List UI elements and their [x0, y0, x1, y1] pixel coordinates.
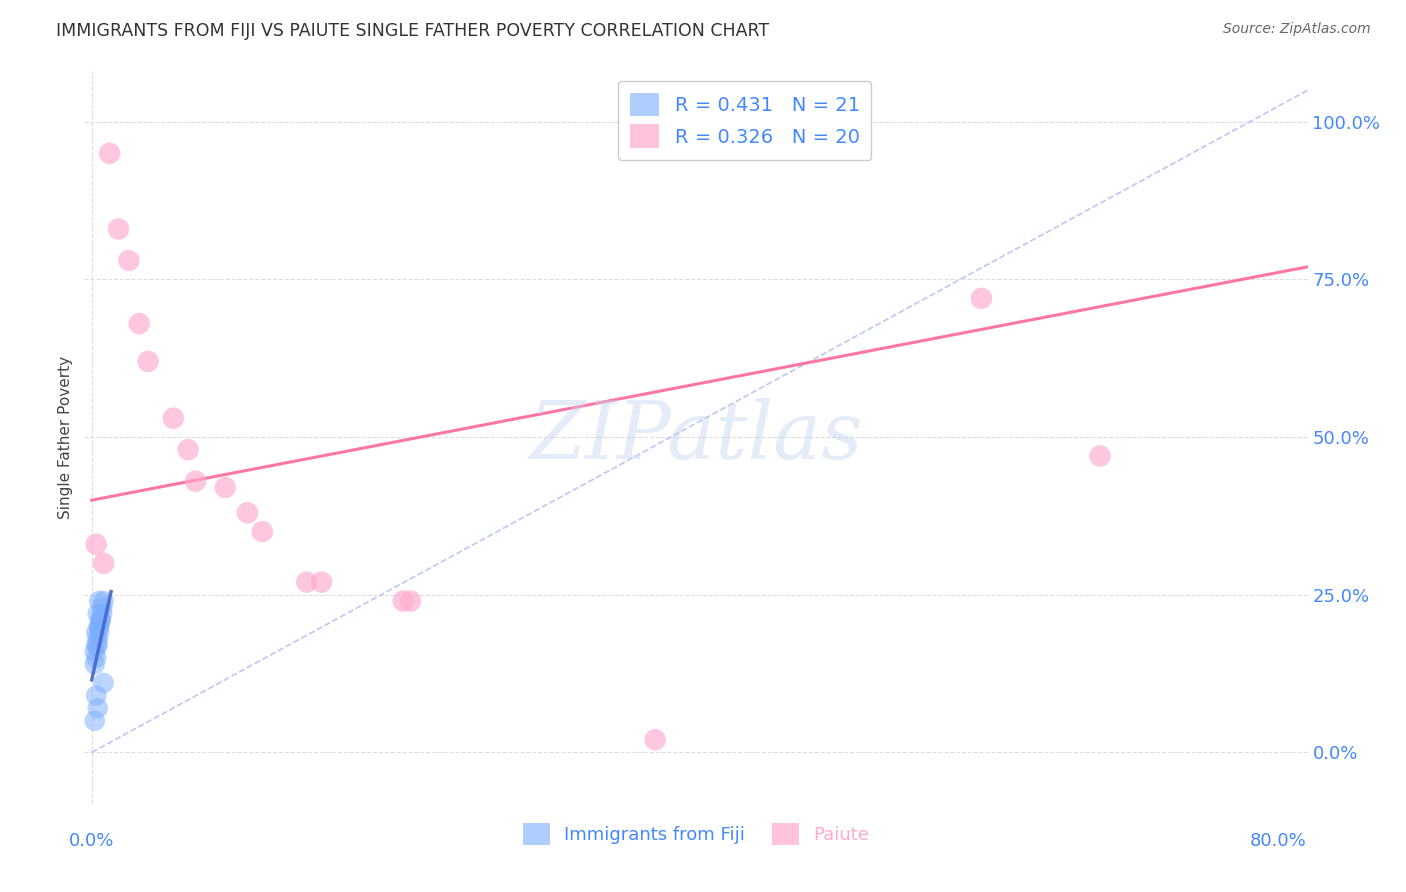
Point [295, 575, 318, 590]
Point [84, 689, 107, 703]
Point [214, 481, 236, 495]
Point [136, 354, 159, 368]
Point [311, 575, 333, 590]
Point [93, 556, 115, 570]
Point [399, 594, 422, 608]
Point [89, 594, 111, 608]
Point [89, 625, 111, 640]
Point [1088, 449, 1111, 463]
Point [86, 632, 108, 646]
Point [84, 625, 107, 640]
Point [90, 613, 112, 627]
Point [83, 657, 105, 671]
Point [86, 638, 108, 652]
Point [392, 594, 415, 608]
Point [252, 524, 274, 539]
Point [90, 613, 112, 627]
Point [118, 253, 141, 268]
Point [93, 594, 115, 608]
Point [89, 619, 111, 633]
Point [83, 714, 105, 728]
Point [89, 619, 111, 633]
Point [970, 291, 993, 305]
Point [107, 222, 129, 236]
Point [177, 442, 200, 457]
Point [236, 506, 259, 520]
Point [184, 474, 207, 488]
Point [98, 146, 121, 161]
Y-axis label: Single Father Poverty: Single Father Poverty [58, 356, 73, 518]
Legend: Immigrants from Fiji, Paiute: Immigrants from Fiji, Paiute [516, 816, 876, 852]
Text: ZIPatlas: ZIPatlas [529, 399, 863, 475]
Point [84, 537, 107, 551]
Text: 80.0%: 80.0% [1250, 832, 1306, 850]
Point [84, 638, 107, 652]
Point [91, 607, 114, 621]
Text: IMMIGRANTS FROM FIJI VS PAIUTE SINGLE FATHER POVERTY CORRELATION CHART: IMMIGRANTS FROM FIJI VS PAIUTE SINGLE FA… [56, 22, 769, 40]
Point [86, 701, 108, 715]
Point [84, 650, 107, 665]
Point [162, 411, 184, 425]
Point [86, 607, 108, 621]
Point [83, 644, 105, 658]
Text: 0.0%: 0.0% [69, 832, 114, 850]
Point [644, 732, 666, 747]
Text: Source: ZipAtlas.com: Source: ZipAtlas.com [1223, 22, 1371, 37]
Point [91, 600, 114, 615]
Point [93, 676, 115, 690]
Point [128, 317, 150, 331]
